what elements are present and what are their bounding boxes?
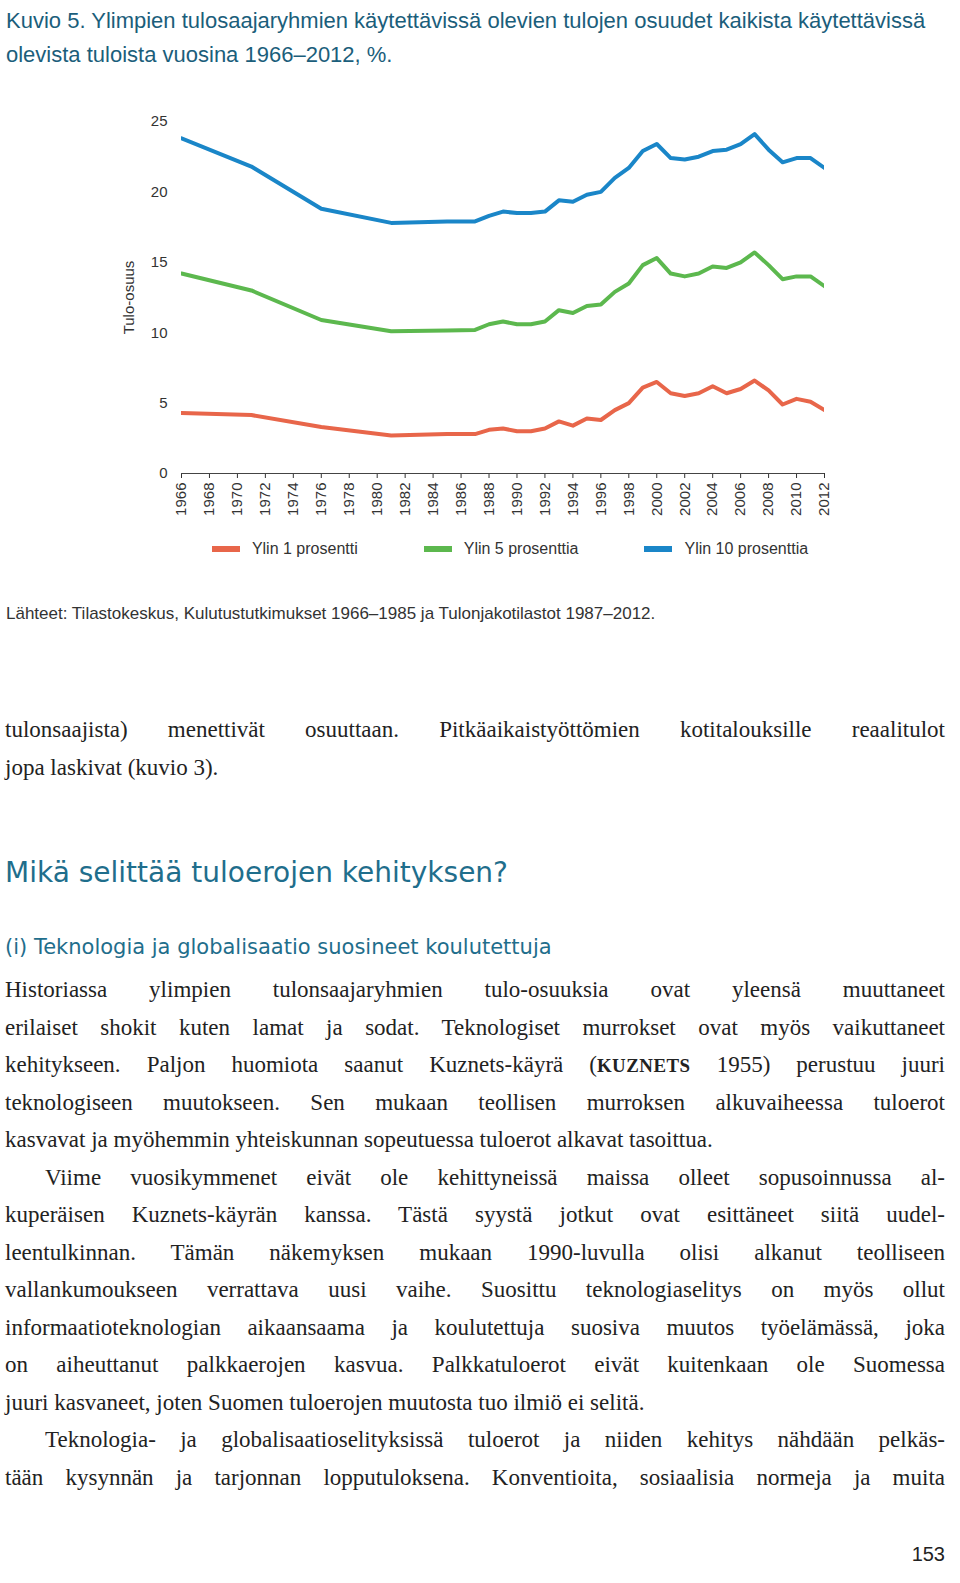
html-text:Teknologia- ja globalisaatiose: Teknologia- ja globalisaatioselityksissä… [45, 1427, 945, 1452]
svg-text:5: 5 [159, 394, 167, 411]
html-text:153: 153 [911, 1543, 945, 1565]
html-text:on aiheuttanut palkkaerojen ka: on aiheuttanut palkkaerojen kasvua. Palk… [5, 1352, 945, 1377]
svg-text:Tulo-osuus: Tulo-osuus [120, 261, 137, 335]
html-text:teknologiseen muutokseen. Sen: teknologiseen muutokseen. Sen mukaan teo… [5, 1089, 945, 1115]
html-text:Kuvio 5. Ylimpien tulosaajaryh: Kuvio 5. Ylimpien tulosaajaryhmien käyte… [6, 8, 926, 67]
html-text:Mikä selittää tuloerojen kehit: Mikä selittää tuloerojen kehityksen? [5, 856, 508, 889]
svg-text:1992: 1992 [536, 483, 553, 516]
svg-text:1996: 1996 [592, 483, 609, 516]
svg-text:25: 25 [151, 112, 168, 129]
html-text:tään kysynnän ja tarjonnan lop: tään kysynnän ja tarjonnan lopputuloksen… [5, 1464, 945, 1490]
html-text:leentulkinnan. Tämän näkemykse: leentulkinnan. Tämän näkemyksen mukaan 1… [5, 1239, 945, 1265]
svg-text:0: 0 [159, 464, 167, 481]
svg-text:2012: 2012 [815, 483, 832, 516]
svg-text:1984: 1984 [424, 483, 441, 516]
html-text:informaatioteknologian aikaans: informaatioteknologian aikaansaama ja ko… [5, 1314, 945, 1340]
svg-text:1972: 1972 [256, 483, 273, 516]
svg-text:1994: 1994 [564, 483, 581, 516]
svg-text:1990: 1990 [508, 483, 525, 516]
html-text:Historiassa ylimpien tulonsaaj: Historiassa ylimpien tulonsaajaryhmien t… [5, 977, 945, 1002]
svg-text:1970: 1970 [228, 483, 245, 516]
svg-text:2010: 2010 [787, 483, 804, 516]
html-text:Ylin 10 prosenttia: Ylin 10 prosenttia [684, 540, 809, 557]
html-text:tulonsaajista) menettivät osuu: tulonsaajista) menettivät osuuttaan. Pit… [5, 717, 945, 742]
html-text:vallankumoukseen verrattava uu: vallankumoukseen verrattava uusi vaihe. … [5, 1277, 945, 1302]
svg-text:2008: 2008 [759, 483, 776, 516]
html-text:Viime vuosikymmenet eivät ole: Viime vuosikymmenet eivät ole kehittynei… [45, 1164, 945, 1190]
svg-text:1974: 1974 [284, 483, 301, 516]
html-text:(i) Teknologia ja globalisaati: (i) Teknologia ja globalisaatio suosinee… [5, 935, 552, 959]
svg-text:1976: 1976 [312, 483, 329, 516]
html-text:kuperäisen Kuznets-käyrän kans: kuperäisen Kuznets-käyrän kanssa. Tästä … [5, 1202, 945, 1227]
svg-text:2006: 2006 [731, 483, 748, 516]
svg-text:1988: 1988 [480, 483, 497, 516]
svg-text:2000: 2000 [648, 483, 665, 516]
svg-text:2004: 2004 [703, 483, 720, 516]
html-text:Lähteet: Tilastokeskus, Kulutu: Lähteet: Tilastokeskus, Kulutustutkimuks… [6, 604, 656, 623]
svg-text:10: 10 [151, 324, 168, 341]
html-text:juuri kasvaneet, joten Suomen: juuri kasvaneet, joten Suomen tuloerojen… [5, 1389, 645, 1415]
svg-text:1978: 1978 [340, 483, 357, 516]
svg-text:20: 20 [151, 183, 168, 200]
svg-text:1966: 1966 [172, 483, 189, 516]
html-text:jopa laskivat (kuvio 3).: jopa laskivat (kuvio 3). [5, 754, 219, 780]
svg-text:1982: 1982 [396, 483, 413, 516]
html-text:Ylin 1 prosentti: Ylin 1 prosentti [251, 540, 358, 557]
html-text:erilaiset shokit kuten lamat j: erilaiset shokit kuten lamat ja sodat. T… [5, 1014, 945, 1040]
svg-text:15: 15 [151, 253, 168, 270]
svg-text:1968: 1968 [200, 483, 217, 516]
svg-text:2002: 2002 [676, 483, 693, 516]
html-text:kasvavat ja myöhemmin yhteisku: kasvavat ja myöhemmin yhteiskunnan sopeu… [5, 1127, 713, 1152]
html-text:Ylin 5 prosenttia: Ylin 5 prosenttia [463, 540, 579, 557]
svg-text:1986: 1986 [452, 483, 469, 516]
svg-text:1980: 1980 [368, 483, 385, 516]
svg-text:1998: 1998 [620, 483, 637, 516]
html-text:kehitykseen. Paljon huomiota s: kehitykseen. Paljon huomiota saanut Kuzn… [5, 1052, 945, 1077]
